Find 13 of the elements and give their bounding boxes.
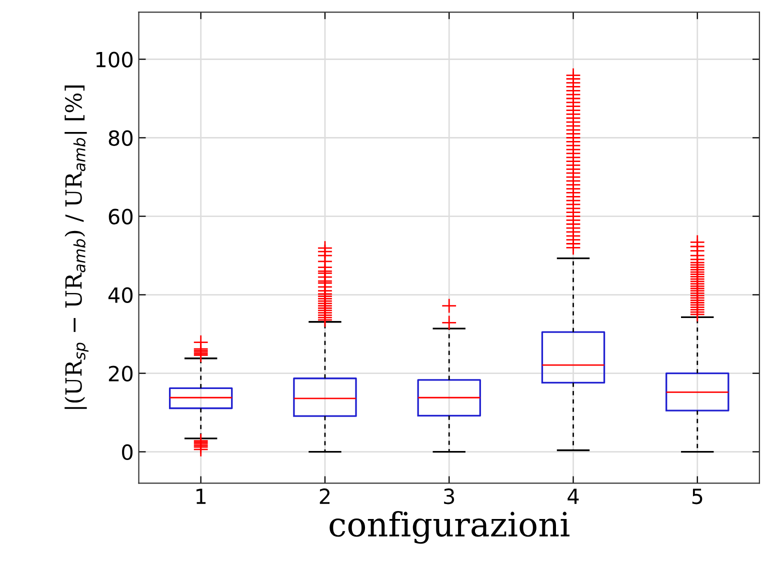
- y-tick-label: 60: [108, 208, 133, 224]
- y-tick-label: 80: [108, 130, 133, 146]
- x-tick-label: 1: [196, 488, 206, 504]
- y-axis-title: |(UR$_{sp}$ − UR$_{amb}$) / UR$_{amb}$| [%]: [64, 86, 88, 409]
- y-tick-label: 20: [108, 366, 133, 382]
- x-tick-label: 3: [444, 488, 454, 504]
- y-tick-label: 100: [96, 52, 133, 68]
- y-tick-label: 40: [108, 287, 133, 303]
- x-tick-label: 2: [320, 488, 330, 504]
- x-tick-label: 4: [568, 488, 579, 504]
- x-axis-title: configurazioni: [330, 511, 570, 544]
- y-tick-label: 0: [122, 444, 133, 460]
- x-tick-label: 5: [692, 488, 702, 504]
